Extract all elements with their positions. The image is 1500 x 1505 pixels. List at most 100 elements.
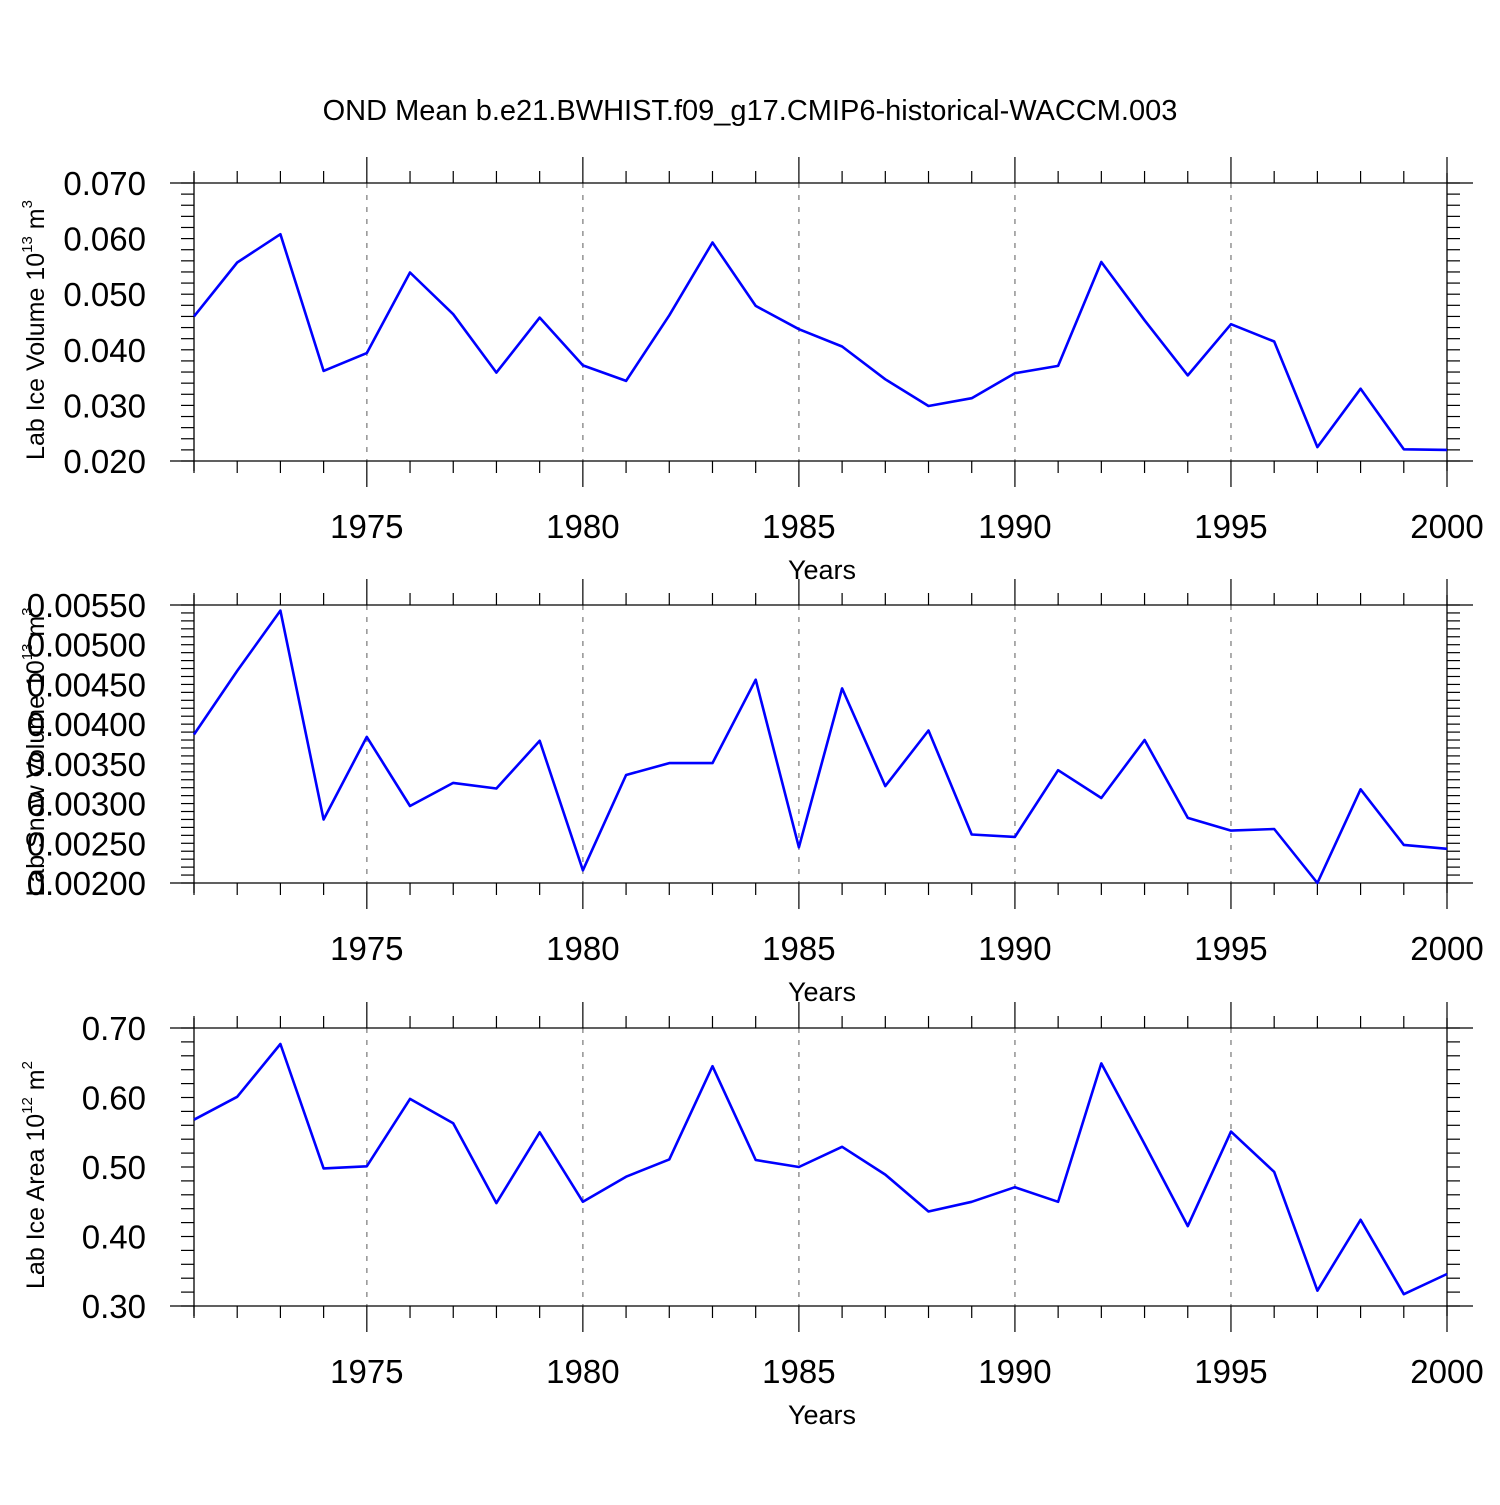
data-point [365,351,369,355]
data-point [710,1064,714,1068]
data-point [581,868,585,872]
x-axis-label: Years [788,555,856,585]
data-point [667,1157,671,1161]
data-point [1056,768,1060,772]
data-point [797,845,801,849]
data-point [1229,829,1233,833]
y-tick-label: 0.00400 [27,706,146,743]
data-point [408,804,412,808]
data-point [797,327,801,331]
y-tick-label: 0.00350 [27,746,146,783]
data-point [1186,1224,1190,1228]
data-point [1402,447,1406,451]
x-tick-label: 1985 [762,508,835,545]
data-point [1359,387,1363,391]
data-point [1272,339,1276,343]
y-tick-label: 0.070 [63,165,146,202]
data-point [624,1175,628,1179]
y-tick-label: 0.060 [63,221,146,258]
series-line-ice-volume [192,232,1448,452]
data-point [710,761,714,765]
data-point [1099,1061,1103,1065]
data-point [1315,881,1319,885]
y-tick-label: 0.00550 [27,587,146,624]
y-tick-label: 0.00200 [27,865,146,902]
y-tick-label: 0.70 [82,1010,146,1047]
data-point [451,1121,455,1125]
data-point [797,1165,801,1169]
data-point [840,1145,844,1149]
x-tick-label: 1980 [546,508,619,545]
data-point [581,1200,585,1204]
data-point [1229,322,1233,326]
data-point [581,363,585,367]
data-point [1013,1185,1017,1189]
data-point [840,686,844,690]
y-tick-label: 0.00450 [27,666,146,703]
y-tick-label: 0.30 [82,1288,146,1325]
data-point [754,1158,758,1162]
data-point [1013,835,1017,839]
data-point [1359,1218,1363,1222]
data-point [1143,738,1147,742]
x-axis-label: Years [788,977,856,1007]
data-point [494,1201,498,1205]
data-point [1186,373,1190,377]
data-point [408,1097,412,1101]
y-tick-label: 0.050 [63,276,146,313]
data-point [1013,371,1017,375]
x-tick-label: 1975 [330,1353,403,1390]
data-point [1099,796,1103,800]
panel-snow-volume: 0.002000.002500.003000.003500.004000.004… [19,579,1484,1007]
data-point [538,739,542,743]
figure-title: OND Mean b.e21.BWHIST.f09_g17.CMIP6-hist… [323,95,1178,127]
x-tick-label: 1990 [978,1353,1051,1390]
y-axis-label: Lab Ice Area 1012 m2 [19,1061,50,1289]
data-point [451,312,455,316]
data-point [1186,816,1190,820]
data-point [322,369,326,373]
data-point [840,344,844,348]
y-tick-label: 0.00500 [27,627,146,664]
data-point [710,240,714,244]
y-tick-label: 0.50 [82,1149,146,1186]
y-axis-label: Lab Ice Volume 1013 m3 [19,200,50,460]
data-point [278,609,282,613]
data-point [927,1209,931,1213]
y-axis-label: Lab Snow Volume 1013 m3 [19,607,50,896]
y-tick-label: 0.00250 [27,825,146,862]
x-tick-label: 1995 [1194,930,1267,967]
data-point [970,396,974,400]
data-point [1402,843,1406,847]
data-point [1056,364,1060,368]
data-point [927,404,931,408]
x-tick-label: 1980 [546,1353,619,1390]
data-point [408,271,412,275]
data-point [235,261,239,265]
data-point [278,232,282,236]
x-tick-label: 1995 [1194,1353,1267,1390]
x-tick-label: 1985 [762,930,835,967]
data-point [667,313,671,317]
data-point [1315,445,1319,449]
data-point [494,786,498,790]
data-point [192,1118,196,1122]
y-tick-label: 0.040 [63,332,146,369]
data-point [322,817,326,821]
series-line-ice-area [193,1042,1448,1296]
data-point [667,761,671,765]
panel-ice-area: 0.30 0.40 0.50 0.60 0.70 1975 1980 1985 1990 1995… [19,1002,1484,1430]
y-tick-label: 0.00300 [27,786,146,823]
data-point [1402,1292,1406,1296]
data-point [451,781,455,785]
x-tick-label: 2000 [1410,1353,1483,1390]
data-point [1272,827,1276,831]
data-point [538,1130,542,1134]
data-point [494,371,498,375]
panel-ice-volume: 0.020 0.030 0.040 0.050 0.060 0.070 1975 1980 19… [19,157,1484,585]
data-point [322,1166,326,1170]
x-tick-label: 1990 [978,930,1051,967]
data-point [192,314,196,318]
data-point [365,1164,369,1168]
